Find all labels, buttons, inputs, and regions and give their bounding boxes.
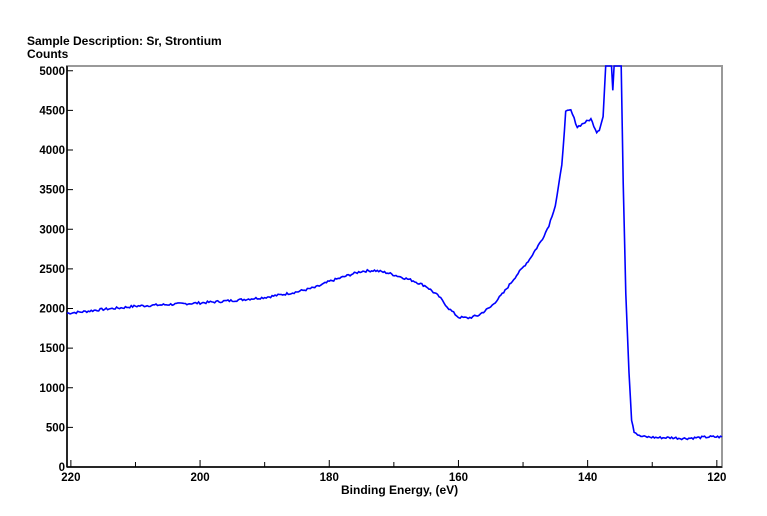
y-tick-label: 500 bbox=[46, 422, 65, 434]
y-tick-label: 1000 bbox=[39, 383, 65, 395]
y-tick-label: 1500 bbox=[39, 343, 65, 355]
y-tick-label: 4500 bbox=[39, 105, 65, 117]
y-tick-label: 2500 bbox=[39, 264, 65, 276]
x-tick-label: 140 bbox=[578, 472, 597, 484]
x-tick-label: 120 bbox=[707, 472, 726, 484]
sample-description: Sample Description: Sr, Strontium bbox=[27, 34, 222, 48]
plot-frame bbox=[66, 65, 723, 468]
y-tick-label: 2000 bbox=[39, 304, 65, 316]
spectrum-line bbox=[66, 65, 723, 441]
y-tick-label: 0 bbox=[59, 462, 65, 474]
y-axis-label: Counts bbox=[27, 47, 69, 61]
x-tick-label: 220 bbox=[61, 472, 80, 484]
y-tick-label: 4000 bbox=[39, 145, 65, 157]
x-tick-label: 200 bbox=[190, 472, 209, 484]
y-tick-label: 5000 bbox=[39, 66, 65, 78]
y-tick-label: 3500 bbox=[39, 185, 65, 197]
x-axis-label: Binding Energy, (eV) bbox=[341, 483, 459, 497]
y-tick-label: 3000 bbox=[39, 224, 65, 236]
x-tick-label: 180 bbox=[320, 472, 339, 484]
x-tick-label: 160 bbox=[449, 472, 468, 484]
